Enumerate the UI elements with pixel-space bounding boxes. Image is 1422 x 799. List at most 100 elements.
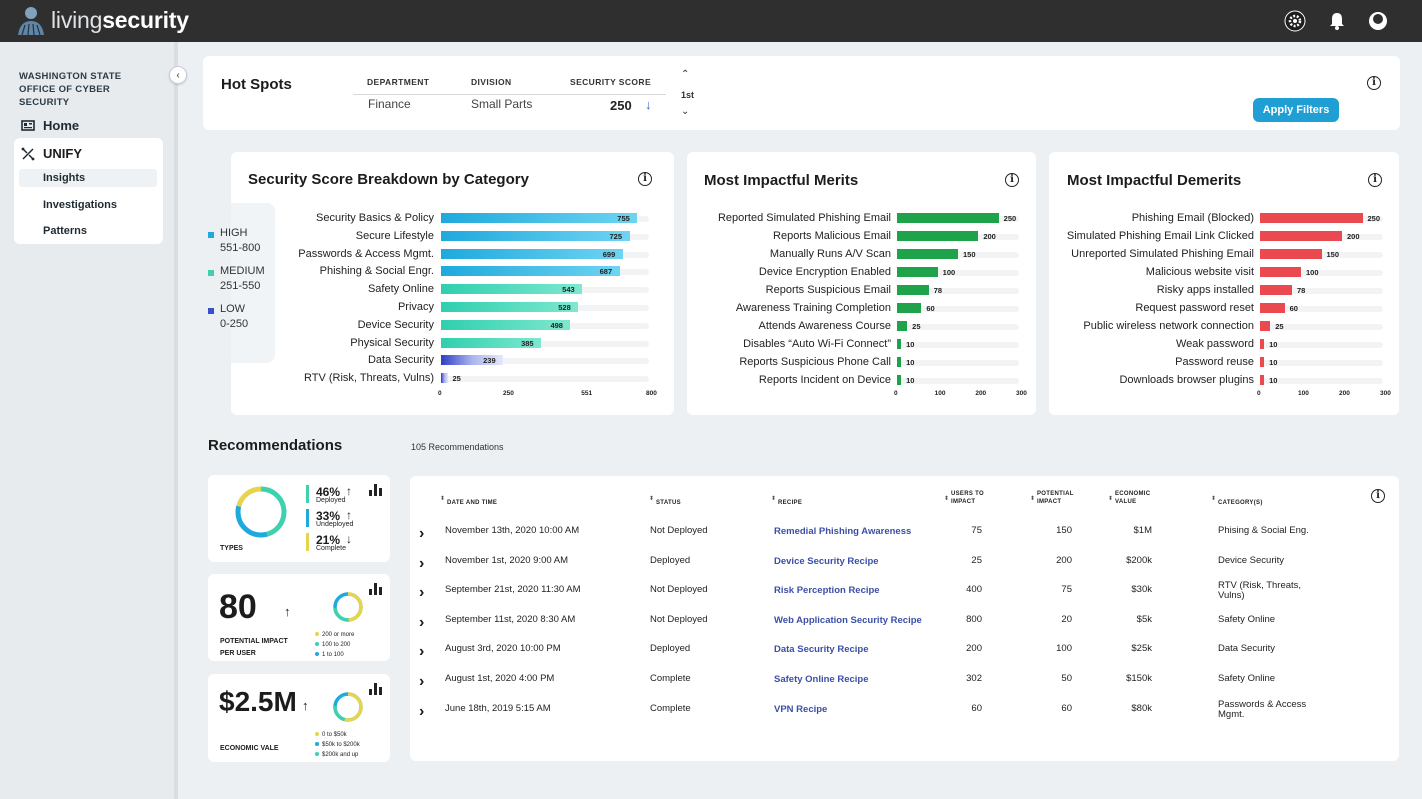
sort-icon[interactable]: ⬍ xyxy=(1108,496,1114,502)
bar-chart-icon[interactable] xyxy=(369,683,382,695)
info-icon[interactable]: i xyxy=(1367,76,1381,90)
chart-bar xyxy=(897,339,902,349)
row-status: Not Deployed xyxy=(650,613,708,625)
column-header[interactable]: DATE AND TIME xyxy=(447,500,498,506)
info-icon[interactable]: i xyxy=(1005,173,1019,187)
economic-card: $2.5M ↑ ECONOMIC VALE 0 to $50k $50k to $… xyxy=(208,674,390,762)
bar-track xyxy=(897,342,1019,348)
row-recipe[interactable]: Remedial Phishing Awareness xyxy=(774,526,912,537)
bar-label: Phishing & Social Engr. xyxy=(319,265,434,278)
sort-icon[interactable]: ⬍ xyxy=(1030,496,1036,502)
bar-label: Privacy xyxy=(397,301,434,313)
sort-icon[interactable]: ⬍ xyxy=(649,496,655,502)
legend-dot xyxy=(315,732,319,737)
department-header: DEPARTMENT xyxy=(367,77,430,87)
column-header[interactable]: USERS TO IMPACT xyxy=(951,491,984,505)
expand-row-icon[interactable]: › xyxy=(419,702,425,720)
bar-value: 10 xyxy=(1269,340,1278,349)
sort-icon[interactable]: ⬍ xyxy=(771,496,777,502)
legend-name: LOW xyxy=(220,303,246,315)
bar-label: Data Security xyxy=(367,354,434,367)
bar-chart-icon[interactable] xyxy=(369,583,382,595)
score-value: 250 xyxy=(610,98,632,113)
logo[interactable]: livingsecurity xyxy=(16,5,189,35)
legend-item: 1 to 100 xyxy=(315,650,354,660)
sort-icon[interactable]: ⬍ xyxy=(1211,496,1217,502)
chevron-down-icon[interactable]: ⌄ xyxy=(681,106,690,117)
bar-label: Device Encryption Enabled xyxy=(758,266,891,278)
bar-value: 687 xyxy=(599,267,613,277)
type-stat-bar xyxy=(306,485,309,503)
row-recipe[interactable]: Risk Perception Recipe xyxy=(774,585,880,597)
legend-dot xyxy=(315,742,319,747)
bar-label: Disables “Auto Wi-Fi Connect” xyxy=(743,338,891,350)
gear-icon[interactable] xyxy=(1284,10,1306,32)
axis-tick: 100 xyxy=(1298,390,1309,397)
column-header[interactable]: ECONOMIC VALUE xyxy=(1115,491,1151,505)
bar-value: 200 xyxy=(1347,232,1360,241)
collapse-sidebar-button[interactable]: ‹ xyxy=(169,66,187,84)
logo-text-light: living xyxy=(51,6,103,33)
row-recipe[interactable]: Safety Online Recipe xyxy=(774,674,869,685)
bar-chart-icon[interactable] xyxy=(369,484,382,496)
bar-track xyxy=(1260,360,1383,366)
expand-row-icon[interactable]: › xyxy=(419,673,425,690)
sort-icon[interactable]: ⬍ xyxy=(440,496,446,502)
axis-tick: 200 xyxy=(1339,390,1350,397)
expand-row-icon[interactable]: › xyxy=(419,525,425,542)
row-status: Deployed xyxy=(650,554,691,566)
row-recipe[interactable]: VPN Recipe xyxy=(774,703,828,715)
axis-tick: 800 xyxy=(646,390,657,397)
bar-label: Phishing Email (Blocked) xyxy=(1131,212,1254,224)
bar-label: Security Basics & Policy xyxy=(316,212,434,224)
chart-bar xyxy=(897,231,979,241)
info-icon[interactable]: i xyxy=(1368,173,1382,187)
chart-bar xyxy=(441,213,638,223)
info-icon[interactable]: i xyxy=(638,172,652,186)
expand-row-icon[interactable]: › xyxy=(419,554,425,572)
bar-label: Simulated Phishing Email Link Clicked xyxy=(1066,230,1254,242)
breakdown-legend: HIGH 551-800 MEDIUM 251-550 LOW 0-250 xyxy=(208,203,275,363)
apply-filters-button[interactable]: Apply Filters xyxy=(1253,98,1339,122)
column-header[interactable]: STATUS xyxy=(656,500,681,506)
info-icon[interactable]: i xyxy=(1371,489,1385,503)
nav-unify[interactable]: UNIFY xyxy=(21,146,82,161)
chevron-up-icon[interactable]: ⌃ xyxy=(681,69,690,80)
nav-patterns[interactable]: Patterns xyxy=(43,225,88,237)
breakdown-title: Security Score Breakdown by Category xyxy=(248,171,529,188)
expand-row-icon[interactable]: › xyxy=(419,613,425,631)
bar-label: Attends Awareness Course xyxy=(758,320,891,332)
chart-bar xyxy=(441,355,504,366)
bar-value: 699 xyxy=(602,249,616,259)
nav-unify-label: UNIFY xyxy=(43,146,82,161)
division-value[interactable]: Small Parts xyxy=(471,97,533,111)
expand-row-icon[interactable]: › xyxy=(419,584,425,602)
nav-insights[interactable]: Insights xyxy=(43,172,86,184)
bar-value: 150 xyxy=(1326,250,1340,259)
chevron-left-icon: ‹ xyxy=(176,69,180,81)
arrow-up-icon: ↑ xyxy=(284,604,291,619)
user-icon[interactable] xyxy=(1367,10,1389,32)
row-recipe[interactable]: Web Application Security Recipe xyxy=(774,614,922,626)
axis-tick: 250 xyxy=(503,390,514,397)
column-header[interactable]: RECIPE xyxy=(778,500,803,506)
department-value[interactable]: Finance xyxy=(368,97,411,111)
axis-tick: 300 xyxy=(1016,390,1027,397)
bar-value: 100 xyxy=(942,268,956,277)
sort-icon[interactable]: ⬍ xyxy=(944,496,950,502)
nav-investigations[interactable]: Investigations xyxy=(43,199,117,211)
chart-bar xyxy=(441,230,630,241)
row-value: $30k xyxy=(1131,584,1152,596)
column-header[interactable]: POTENTIAL IMPACT xyxy=(1037,491,1074,505)
row-recipe[interactable]: Device Security Recipe xyxy=(774,555,879,567)
bar-track xyxy=(897,252,1019,258)
bell-icon[interactable] xyxy=(1326,10,1348,32)
chart-bar xyxy=(1260,213,1363,223)
row-recipe[interactable]: Data Security Recipe xyxy=(774,644,869,656)
bar-value: 78 xyxy=(933,286,943,295)
column-header[interactable]: CATEGORY(S) xyxy=(1218,500,1263,506)
chart-bar xyxy=(441,248,623,259)
expand-row-icon[interactable]: › xyxy=(419,643,425,661)
nav-home[interactable]: Home xyxy=(21,118,79,133)
bar-label: Request password reset xyxy=(1135,302,1254,314)
